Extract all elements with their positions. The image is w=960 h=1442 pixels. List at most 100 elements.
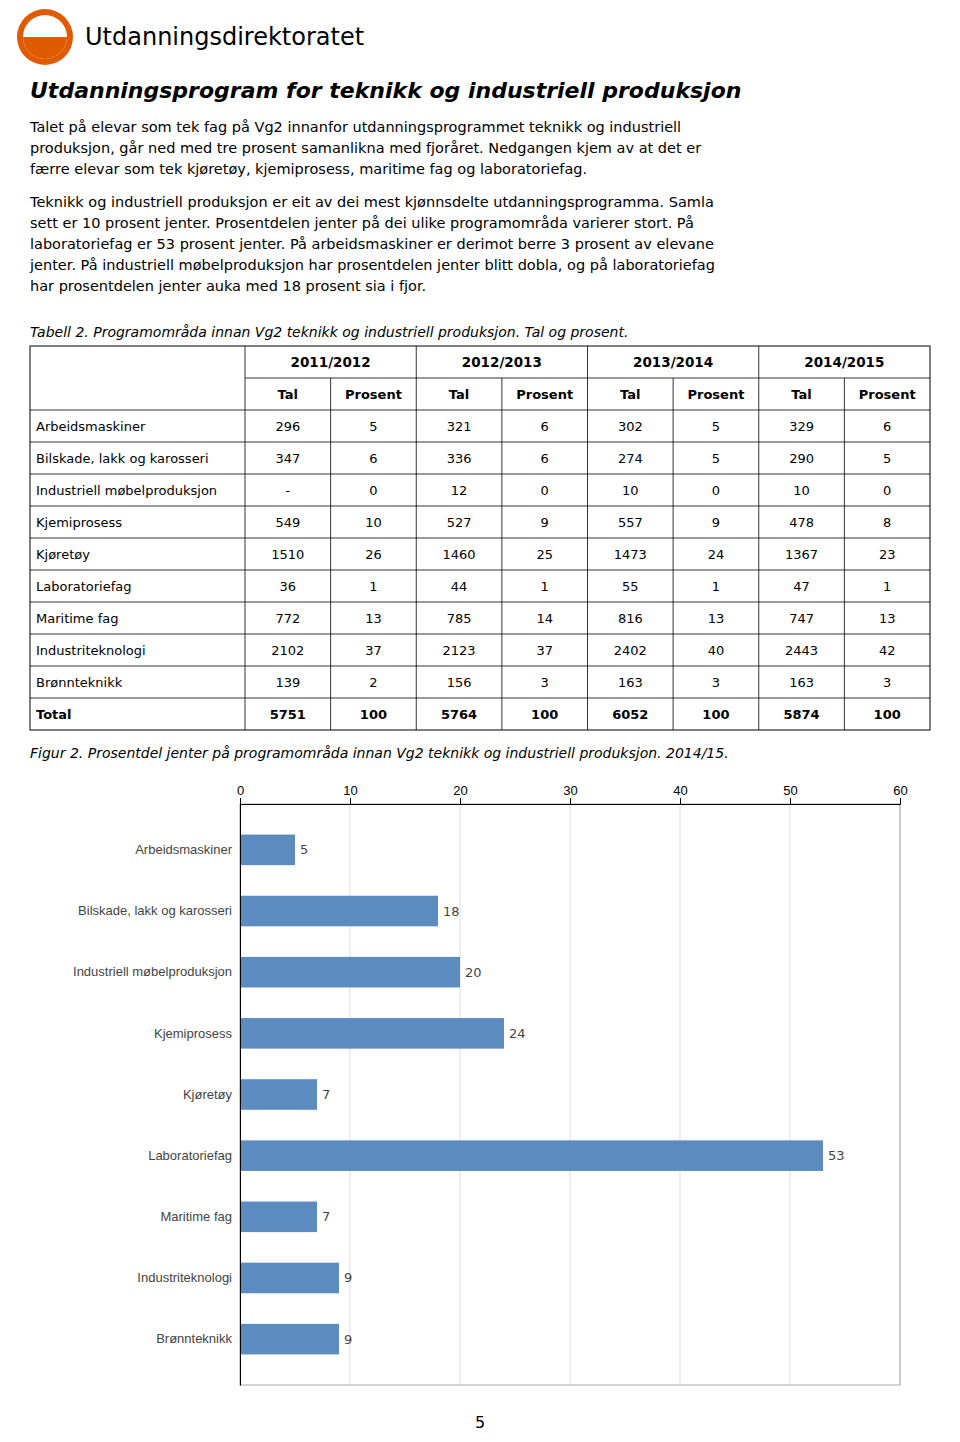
x-tick: 0 — [237, 783, 244, 804]
table-header: 2011/2012 — [291, 354, 371, 370]
table-frame — [30, 346, 930, 730]
paragraph-line: færre elevar som tek kjøretøy, kjemipros… — [30, 161, 587, 177]
table-cell: 6 — [883, 419, 891, 434]
table-subheader: Tal — [278, 387, 298, 402]
paragraph-line: Teknikk og industriell produksjon er eit… — [29, 194, 714, 210]
grid-line — [350, 804, 351, 1385]
tick-label: Maritime fag — [160, 1209, 232, 1224]
tick-label: 40 — [673, 783, 687, 798]
bar — [240, 1263, 339, 1294]
table-cell: 527 — [447, 515, 472, 530]
table-cell: 163 — [618, 675, 643, 690]
table-cell: 747 — [789, 611, 814, 626]
table-cell: 13 — [879, 611, 896, 626]
table-cell: 5751 — [270, 707, 306, 722]
tick-label: Kjemiprosess — [154, 1026, 233, 1041]
table-cell: 3 — [541, 675, 549, 690]
table-cell: 5 — [712, 419, 720, 434]
table-cell: 100 — [360, 707, 387, 722]
tick-label: Brønnteknikk — [156, 1331, 232, 1346]
table-cell: 10 — [793, 483, 810, 498]
table-cell: 290 — [789, 451, 814, 466]
y-axis: ArbeidsmaskinerBilskade, lakk og karosse… — [73, 805, 240, 1386]
table-row-label: Brønnteknikk — [36, 675, 123, 690]
table-subheader: Prosent — [859, 387, 916, 402]
table-line — [30, 410, 930, 411]
grid — [240, 804, 900, 1385]
table-line — [30, 698, 930, 699]
axis-domain — [240, 805, 241, 1386]
table-cell: 37 — [365, 643, 382, 658]
table-cell: 14 — [536, 611, 553, 626]
x-tick: 30 — [563, 783, 577, 804]
table-subheader: Tal — [791, 387, 811, 402]
table-cell: 10 — [365, 515, 382, 530]
table-line — [30, 570, 930, 571]
tick-label: Laboratoriefag — [148, 1148, 232, 1163]
table: 2011/20122012/20132013/20142014/2015TalP… — [30, 346, 930, 730]
tick-label: Industriteknologi — [137, 1270, 232, 1285]
table-line — [330, 378, 331, 730]
table-line — [673, 378, 674, 730]
table-line — [416, 346, 417, 730]
table-row-label: Kjemiprosess — [36, 515, 122, 530]
logo — [17, 9, 73, 65]
table-cell: 329 — [789, 419, 814, 434]
logo-ring — [17, 9, 73, 65]
paragraph-line: laboratoriefag er 53 prosent jenter. På … — [30, 236, 714, 252]
table-cell: 1510 — [271, 547, 304, 562]
table-cell: 6 — [369, 451, 377, 466]
table-subheader: Tal — [620, 387, 640, 402]
table-cell: 0 — [712, 483, 720, 498]
table-subheader: Prosent — [345, 387, 402, 402]
table-line — [758, 346, 759, 730]
data-label: 7 — [322, 1087, 330, 1102]
table-cell: 36 — [280, 579, 297, 594]
tick-mark — [900, 798, 901, 804]
table-cell: 47 — [793, 579, 810, 594]
table-line — [30, 442, 930, 443]
tick-label: 50 — [783, 783, 797, 798]
x-axis: 0102030405060 — [237, 783, 908, 805]
table-cell: 44 — [451, 579, 468, 594]
table-cell: 37 — [536, 643, 553, 658]
grid-line — [460, 804, 461, 1385]
table-cell: 100 — [531, 707, 558, 722]
logo-wedge — [23, 37, 67, 59]
y-tick: Laboratoriefag — [148, 1148, 240, 1163]
grid-line — [680, 804, 681, 1385]
table-row-label: Bilskade, lakk og karosseri — [36, 451, 209, 466]
data-label: 18 — [443, 904, 460, 919]
table-row-label: Industriteknologi — [36, 643, 146, 658]
table-subheader: Prosent — [516, 387, 573, 402]
table-line — [30, 506, 930, 507]
title: Utdanningsprogram for teknikk og industr… — [30, 78, 741, 103]
y-tick: Kjøretøy — [183, 1087, 240, 1102]
bar — [240, 1202, 317, 1233]
table-cell: 6052 — [612, 707, 648, 722]
table-subheader: Prosent — [687, 387, 744, 402]
table-line — [501, 378, 502, 730]
table-cell: 13 — [708, 611, 725, 626]
paragraph-line: har prosentdelen jenter auka med 18 pros… — [30, 278, 426, 294]
logo-text: Utdanningsdirektoratet — [85, 23, 364, 51]
plot-frame — [240, 804, 900, 1385]
table-cell: 274 — [618, 451, 643, 466]
table-cell: 5 — [712, 451, 720, 466]
paragraph-line: jenter. På industriell møbelproduksjon h… — [29, 257, 715, 273]
table-cell: 100 — [874, 707, 901, 722]
table-subheader: Tal — [449, 387, 469, 402]
x-tick: 40 — [673, 783, 687, 804]
table-cell: 2443 — [785, 643, 818, 658]
table-cell: 12 — [451, 483, 468, 498]
table-cell: 3 — [883, 675, 891, 690]
table-cell: 557 — [618, 515, 643, 530]
x-tick: 60 — [893, 783, 907, 804]
data-label: 9 — [344, 1332, 352, 1347]
table-cell: 13 — [365, 611, 382, 626]
tick-label: 20 — [453, 783, 467, 798]
table-cell: 1367 — [785, 547, 818, 562]
y-tick: Industriteknologi — [137, 1270, 240, 1285]
table-cell: 163 — [789, 675, 814, 690]
table-cell: 9 — [541, 515, 549, 530]
